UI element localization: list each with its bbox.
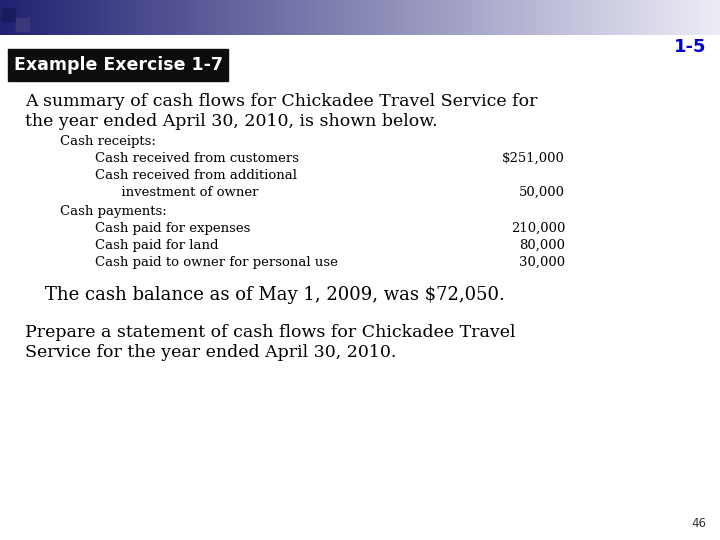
Text: the year ended April 30, 2010, is shown below.: the year ended April 30, 2010, is shown … (25, 113, 438, 130)
Text: Prepare a statement of cash flows for Chickadee Travel: Prepare a statement of cash flows for Ch… (25, 324, 516, 341)
Text: A summary of cash flows for Chickadee Travel Service for: A summary of cash flows for Chickadee Tr… (25, 93, 538, 110)
Text: Cash paid for expenses: Cash paid for expenses (95, 222, 251, 235)
Text: Cash paid to owner for personal use: Cash paid to owner for personal use (95, 256, 338, 269)
Text: The cash balance as of May 1, 2009, was $72,050.: The cash balance as of May 1, 2009, was … (45, 286, 505, 304)
Bar (16, 18, 29, 31)
Text: 80,000: 80,000 (519, 239, 565, 252)
Text: Cash received from customers: Cash received from customers (95, 152, 299, 165)
Text: $251,000: $251,000 (502, 152, 565, 165)
Text: 210,000: 210,000 (510, 222, 565, 235)
Text: 1-5: 1-5 (673, 38, 706, 56)
Text: 50,000: 50,000 (519, 186, 565, 199)
Text: Service for the year ended April 30, 2010.: Service for the year ended April 30, 201… (25, 344, 397, 361)
Text: Cash paid for land: Cash paid for land (95, 239, 218, 252)
Text: 46: 46 (691, 517, 706, 530)
Text: Cash payments:: Cash payments: (60, 205, 167, 218)
Text: investment of owner: investment of owner (113, 186, 258, 199)
Text: Cash receipts:: Cash receipts: (60, 135, 156, 148)
Bar (8, 49, 228, 81)
Text: Cash received from additional: Cash received from additional (95, 169, 297, 182)
Text: Example Exercise 1-7: Example Exercise 1-7 (14, 56, 222, 74)
Text: 30,000: 30,000 (519, 256, 565, 269)
Bar (2, 8, 15, 21)
